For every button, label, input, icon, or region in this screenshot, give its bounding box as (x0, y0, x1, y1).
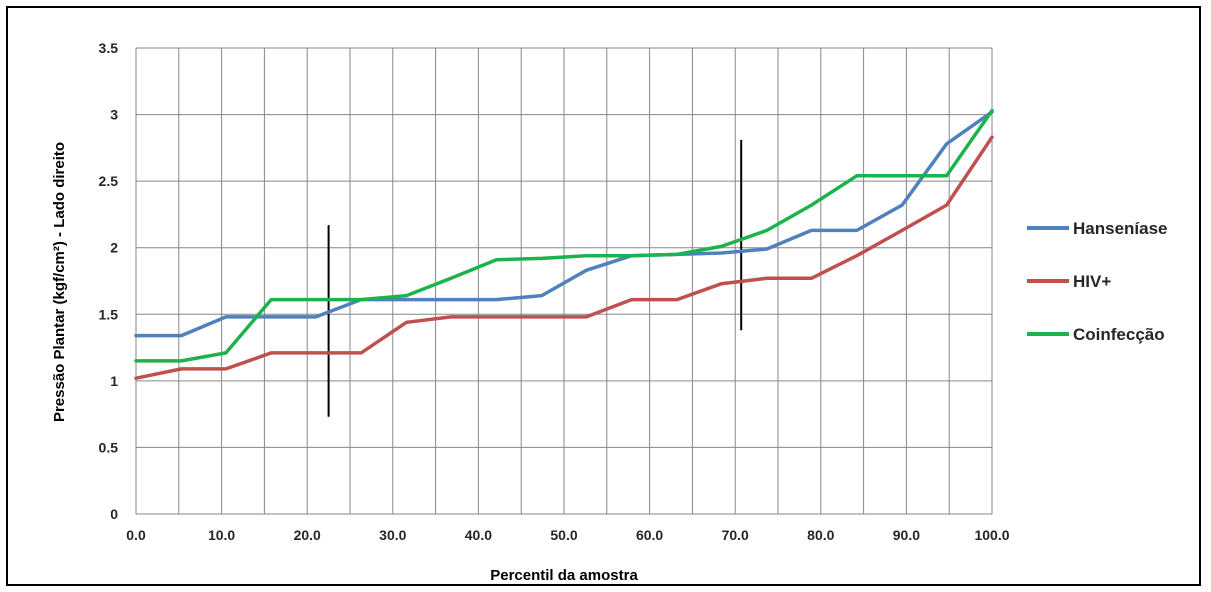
legend-label: Coinfecção (1073, 325, 1165, 344)
x-tick-label: 10.0 (208, 527, 235, 543)
chart-frame (6, 6, 1201, 586)
legend-label: Hanseníase (1073, 219, 1168, 238)
x-tick-label: 80.0 (807, 527, 834, 543)
y-tick-label: 3.5 (99, 40, 119, 56)
y-tick-label: 1.5 (99, 306, 119, 322)
x-tick-label: 60.0 (636, 527, 663, 543)
data-series (134, 108, 994, 380)
y-tick-label: 0 (110, 506, 118, 522)
x-tick-label: 50.0 (550, 527, 577, 543)
x-axis-ticks: 0.0 10.0 20.0 30.0 40.0 50.0 60.0 70.0 80.0 90.0 1… (126, 527, 1009, 543)
legend: Hanseníase HIV+ Coinfecção (1027, 219, 1168, 344)
x-tick-label: 0.0 (126, 527, 146, 543)
x-tick-label: 70.0 (722, 527, 749, 543)
x-tick-label: 90.0 (893, 527, 920, 543)
grid-lines (136, 47, 993, 514)
y-axis-ticks: 0 0.5 1 1.5 2 2.5 3 3.5 (99, 40, 119, 522)
x-tick-label: 100.0 (974, 527, 1009, 543)
annotation-lines (327, 139, 743, 417)
series-line (134, 135, 994, 380)
axes (135, 48, 992, 515)
y-tick-label: 2.5 (99, 173, 119, 189)
y-axis-title: Pressão Plantar (kgf/cm²) - Lado direito (51, 142, 68, 422)
y-tick-label: 3 (110, 107, 118, 123)
y-tick-label: 0.5 (99, 439, 119, 455)
x-axis-title: Percentil da amostra (490, 567, 638, 584)
y-tick-label: 1 (110, 373, 118, 389)
y-tick-label: 2 (110, 240, 118, 256)
x-tick-label: 40.0 (465, 527, 492, 543)
legend-label: HIV+ (1073, 272, 1111, 291)
x-tick-label: 20.0 (294, 527, 321, 543)
x-tick-label: 30.0 (379, 527, 406, 543)
series-line (134, 110, 994, 338)
series-line (134, 108, 994, 363)
